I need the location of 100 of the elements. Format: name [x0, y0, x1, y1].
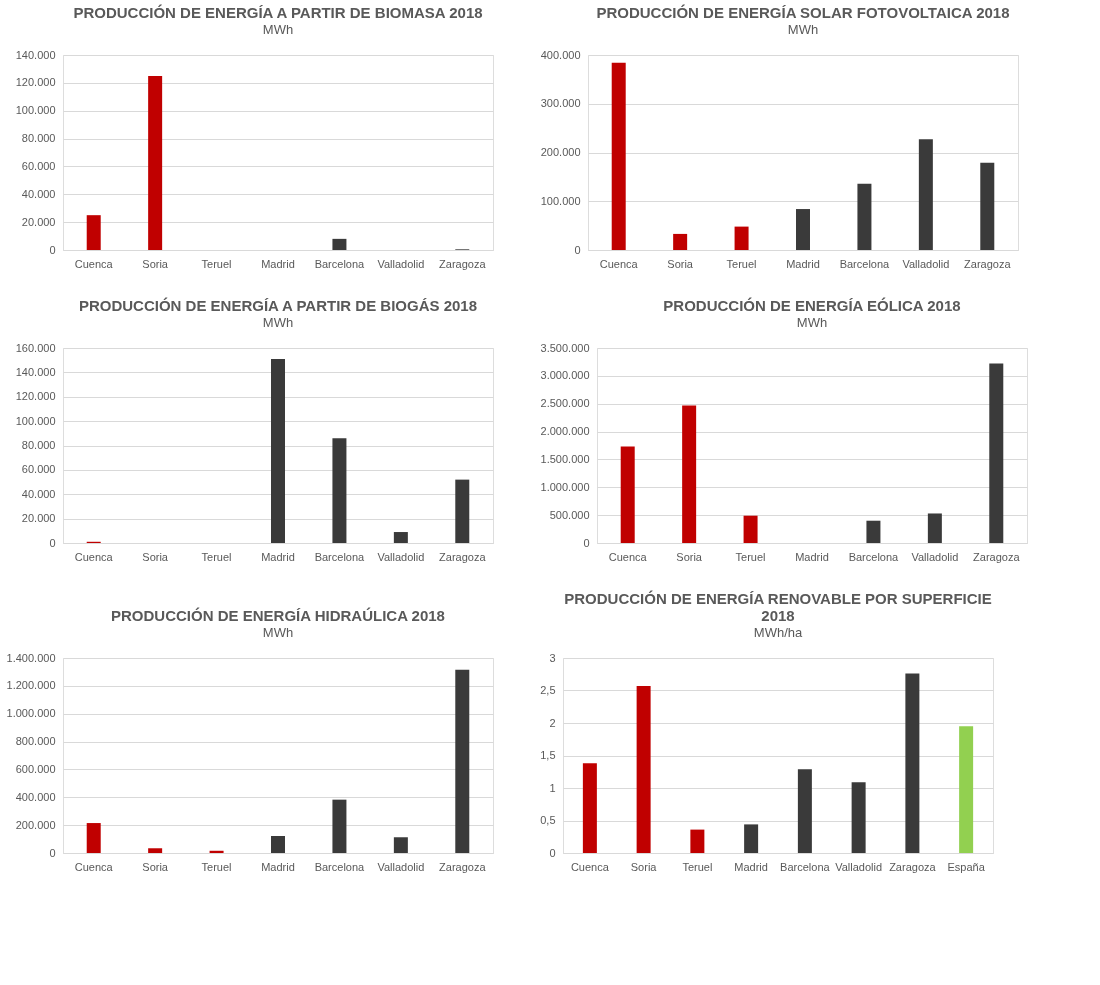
y-tick-label: 1.500.000	[540, 452, 590, 465]
x-tick-label: Valladolid	[377, 860, 425, 873]
y-tick-label: 120.000	[15, 390, 56, 403]
x-tick-label: Teruel	[726, 257, 757, 270]
x-tick-label: Soria	[142, 860, 169, 873]
bar	[611, 62, 626, 250]
x-tick-label: Barcelona	[848, 550, 900, 563]
chart-title: PRODUCCIÓN DE ENERGÍA RENOVABLE POR SUPERFICIE 2018	[564, 590, 992, 624]
y-tick-label: 80.000	[21, 132, 56, 145]
bar	[332, 438, 347, 543]
chart-subtitle: MWh	[796, 315, 828, 330]
y-tick-label: 200.000	[540, 146, 581, 158]
x-tick-label: España	[947, 860, 986, 873]
bar	[455, 479, 470, 543]
x-tick-label: Cuenca	[74, 550, 114, 563]
x-tick-label: Soria	[667, 257, 694, 270]
x-tick-label: Barcelona	[780, 860, 831, 873]
bar	[332, 799, 347, 853]
x-tick-label: Soria	[676, 550, 703, 563]
y-tick-label: 600.000	[15, 762, 56, 775]
y-tick-label: 80.000	[21, 439, 56, 451]
bar	[148, 848, 163, 853]
bar	[393, 837, 408, 853]
chart-subtitle: MWh	[262, 315, 294, 330]
bar	[734, 226, 749, 250]
bar	[918, 139, 933, 250]
y-tick-label: 400.000	[15, 790, 56, 803]
y-tick-label: 0	[49, 243, 56, 256]
bar	[673, 233, 688, 250]
y-tick-label: 1,5	[540, 749, 556, 761]
bar	[959, 726, 974, 853]
y-tick-label: 0	[583, 536, 590, 549]
bar	[866, 520, 881, 543]
bar	[927, 513, 942, 543]
x-tick-label: Madrid	[261, 550, 295, 563]
y-tick-label: 2	[549, 716, 556, 729]
x-tick-label: Teruel	[682, 860, 713, 873]
x-tick-label: Cuenca	[570, 860, 610, 873]
y-tick-label: 40.000	[21, 187, 56, 200]
y-tick-label: 120.000	[15, 76, 56, 89]
y-tick-label: 2.500.000	[540, 397, 590, 410]
x-tick-label: Cuenca	[608, 550, 648, 563]
y-tick-label: 3.500.000	[540, 341, 590, 354]
bar	[989, 363, 1004, 543]
y-tick-label: 3	[549, 651, 556, 664]
chart-title: PRODUCCIÓN DE ENERGÍA EÓLICA 2018	[663, 297, 961, 314]
y-tick-label: 100.000	[15, 414, 56, 427]
x-tick-label: Barcelona	[314, 257, 366, 270]
x-tick-label: Teruel	[201, 860, 232, 873]
bar	[86, 215, 101, 250]
bar	[636, 685, 651, 853]
x-tick-label: Zaragoza	[439, 257, 487, 270]
x-tick-label: Barcelona	[314, 860, 366, 873]
chart-title: PRODUCCIÓN DE ENERGÍA SOLAR FOTOVOLTAICA 2018	[596, 4, 1010, 21]
x-tick-label: Valladolid	[377, 257, 425, 270]
bar	[857, 183, 872, 250]
chart-subtitle: MWh	[262, 22, 294, 37]
x-tick-label: Barcelona	[839, 257, 891, 270]
bar	[393, 532, 408, 543]
x-tick-label: Valladolid	[835, 860, 883, 873]
y-tick-label: 0	[49, 536, 56, 549]
bar	[905, 673, 920, 853]
x-tick-label: Soria	[142, 550, 169, 563]
x-tick-label: Valladolid	[911, 550, 959, 563]
chart-title: PRODUCCIÓN DE ENERGÍA HIDRAÚLICA 2018	[111, 607, 445, 624]
y-tick-label: 3.000.000	[540, 369, 590, 382]
chart-subtitle: MWh	[262, 625, 294, 640]
y-tick-label: 2.000.000	[540, 425, 590, 438]
x-tick-label: Teruel	[201, 550, 232, 563]
chart-title: PRODUCCIÓN DE ENERGÍA A PARTIR DE BIOMASA 2018	[73, 4, 483, 21]
bar	[86, 823, 101, 853]
x-tick-label: Zaragoza	[973, 550, 1021, 563]
y-tick-label: 2,5	[540, 684, 556, 696]
y-tick-label: 0	[49, 846, 56, 859]
x-tick-label: Teruel	[201, 257, 232, 270]
y-tick-label: 800.000	[15, 735, 56, 748]
bar	[682, 405, 697, 543]
x-tick-label: Zaragoza	[439, 550, 487, 563]
y-tick-label: 140.000	[15, 48, 56, 61]
y-tick-label: 1.000.000	[540, 480, 590, 493]
bar	[271, 836, 285, 853]
x-tick-label: Madrid	[795, 550, 829, 563]
y-tick-label: 0,5	[540, 814, 556, 826]
bar	[851, 782, 866, 853]
y-tick-label: 1.000.000	[6, 707, 56, 720]
bar	[744, 824, 759, 853]
y-tick-label: 200.000	[15, 818, 56, 831]
x-tick-label: Madrid	[261, 257, 295, 270]
x-tick-label: Zaragoza	[964, 257, 1012, 270]
x-tick-label: Barcelona	[314, 550, 366, 563]
bar	[980, 162, 995, 250]
chart-subtitle: MWh/ha	[753, 625, 803, 640]
x-tick-label: Madrid	[786, 257, 820, 270]
x-tick-label: Madrid	[261, 860, 295, 873]
y-tick-label: 20.000	[21, 512, 56, 525]
bar	[332, 238, 347, 250]
bar	[796, 209, 810, 250]
y-tick-label: 40.000	[21, 487, 56, 500]
x-tick-label: Teruel	[735, 550, 766, 563]
x-tick-label: Valladolid	[902, 257, 950, 270]
